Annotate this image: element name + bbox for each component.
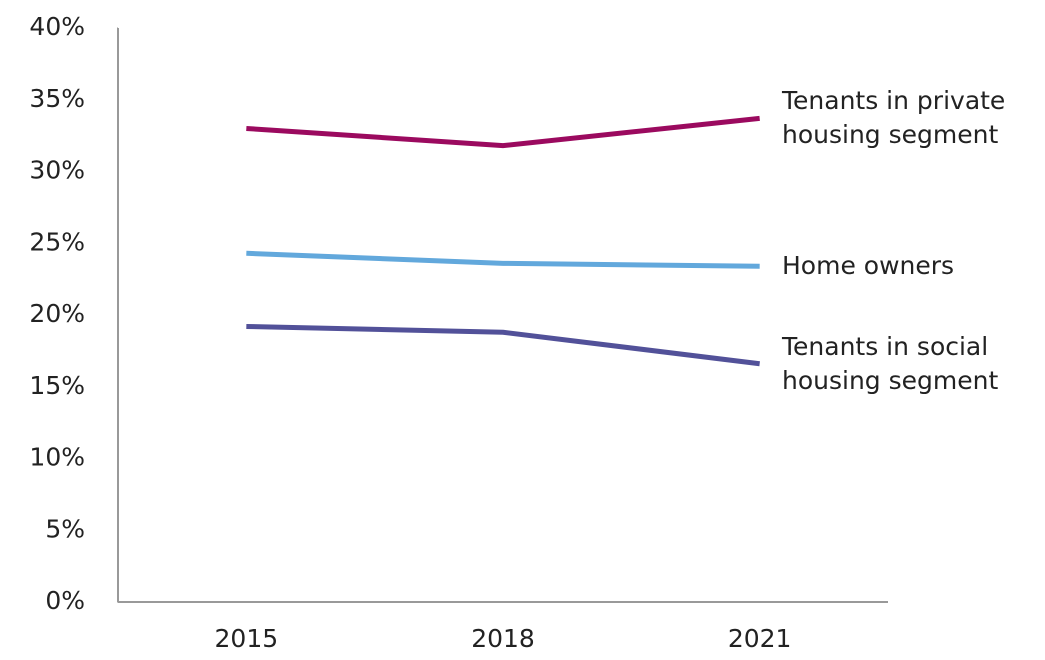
series-line: [246, 250, 760, 269]
legend-label: Tenants in private housing segment: [782, 86, 1006, 150]
y-tick-label: 20%: [29, 299, 85, 328]
x-tick-label: 2015: [215, 624, 279, 653]
series-line: [246, 115, 760, 149]
y-tick-label: 10%: [29, 443, 85, 472]
y-tick-label: 30%: [29, 156, 85, 185]
x-tick-label: 2018: [471, 624, 535, 653]
legend-label: Home owners: [782, 251, 955, 281]
y-tick-label: 40%: [29, 12, 85, 41]
y-tick-label: 15%: [29, 371, 85, 400]
y-tick-label: 35%: [29, 84, 85, 113]
y-tick-label: 25%: [29, 227, 85, 256]
legend-label: Tenants in social housing segment: [782, 331, 999, 395]
series-line: [246, 323, 760, 367]
x-tick-label: 2021: [728, 624, 792, 653]
y-tick-label: 0%: [45, 586, 85, 615]
y-tick-label: 5%: [45, 514, 85, 543]
